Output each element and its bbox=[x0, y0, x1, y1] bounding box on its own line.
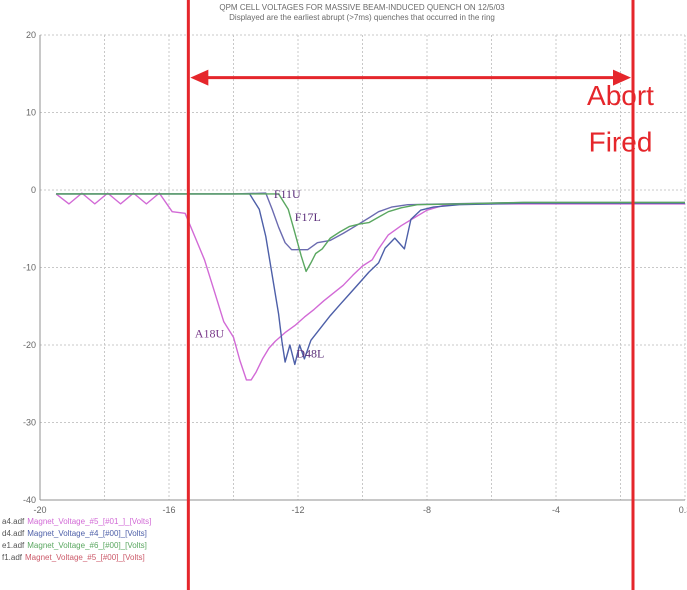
legend: a4.adf Magnet_Voltage_#5_[#01_]_[Volts] d… bbox=[2, 516, 151, 564]
x-tick-label: -12 bbox=[291, 505, 304, 515]
series-annotation: A18U bbox=[195, 326, 225, 340]
chart-subtitle: Displayed are the earliest abrupt (>7ms)… bbox=[229, 13, 495, 22]
x-tick-label: -16 bbox=[162, 505, 175, 515]
series-annotation: D48L bbox=[296, 346, 324, 360]
legend-label: Magnet_Voltage_#4_[#00]_[Volts] bbox=[27, 529, 147, 538]
legend-row: e1.adf Magnet_Voltage_#6_[#00]_[Volts] bbox=[2, 540, 151, 552]
y-tick-label: 10 bbox=[26, 108, 36, 118]
series-annotation: F11U bbox=[274, 187, 301, 201]
interval-arrow-left-head bbox=[190, 69, 209, 86]
y-tick-label: 0 bbox=[31, 185, 36, 195]
y-tick-label: -30 bbox=[23, 418, 36, 428]
y-tick-label: -20 bbox=[23, 340, 36, 350]
series-line bbox=[56, 193, 685, 366]
legend-row: a4.adf Magnet_Voltage_#5_[#01_]_[Volts] bbox=[2, 516, 151, 528]
y-tick-label: -10 bbox=[23, 263, 36, 273]
abort-markers bbox=[186, 0, 635, 590]
y-tick-label: -40 bbox=[23, 495, 36, 505]
series-line bbox=[56, 193, 685, 273]
x-tick-label: -4 bbox=[552, 505, 560, 515]
series-annotation: F17L bbox=[295, 210, 321, 224]
legend-label: Magnet_Voltage_#6_[#00]_[Volts] bbox=[27, 541, 147, 550]
x-tick-label: -8 bbox=[423, 505, 431, 515]
annotations: A18U D48L F11U F17L Abort Fired bbox=[195, 80, 654, 361]
legend-label: Magnet_Voltage_#5_[#01_]_[Volts] bbox=[27, 517, 152, 526]
legend-label: Magnet_Voltage_#5_[#00]_[Volts] bbox=[25, 553, 145, 562]
legend-file: a4.adf bbox=[2, 517, 25, 526]
abort-label: Abort bbox=[587, 80, 654, 111]
series-group bbox=[55, 192, 685, 381]
legend-file: d4.adf bbox=[2, 529, 25, 538]
chart-title: QPM CELL VOLTAGES FOR MASSIVE BEAM-INDUC… bbox=[219, 3, 505, 12]
abort-label: Fired bbox=[589, 126, 653, 157]
legend-file: f1.adf bbox=[2, 553, 23, 562]
x-tick-label: -20 bbox=[33, 505, 46, 515]
legend-row: f1.adf Magnet_Voltage_#5_[#00]_[Volts] bbox=[2, 552, 151, 564]
y-tick-label: 20 bbox=[26, 30, 36, 40]
series-line bbox=[55, 192, 685, 381]
legend-file: e1.adf bbox=[2, 541, 25, 550]
interval-arrow-right-head bbox=[613, 69, 631, 86]
x-tick-label: 0.3 bbox=[679, 505, 687, 515]
legend-row: d4.adf Magnet_Voltage_#4_[#00]_[Volts] bbox=[2, 528, 151, 540]
